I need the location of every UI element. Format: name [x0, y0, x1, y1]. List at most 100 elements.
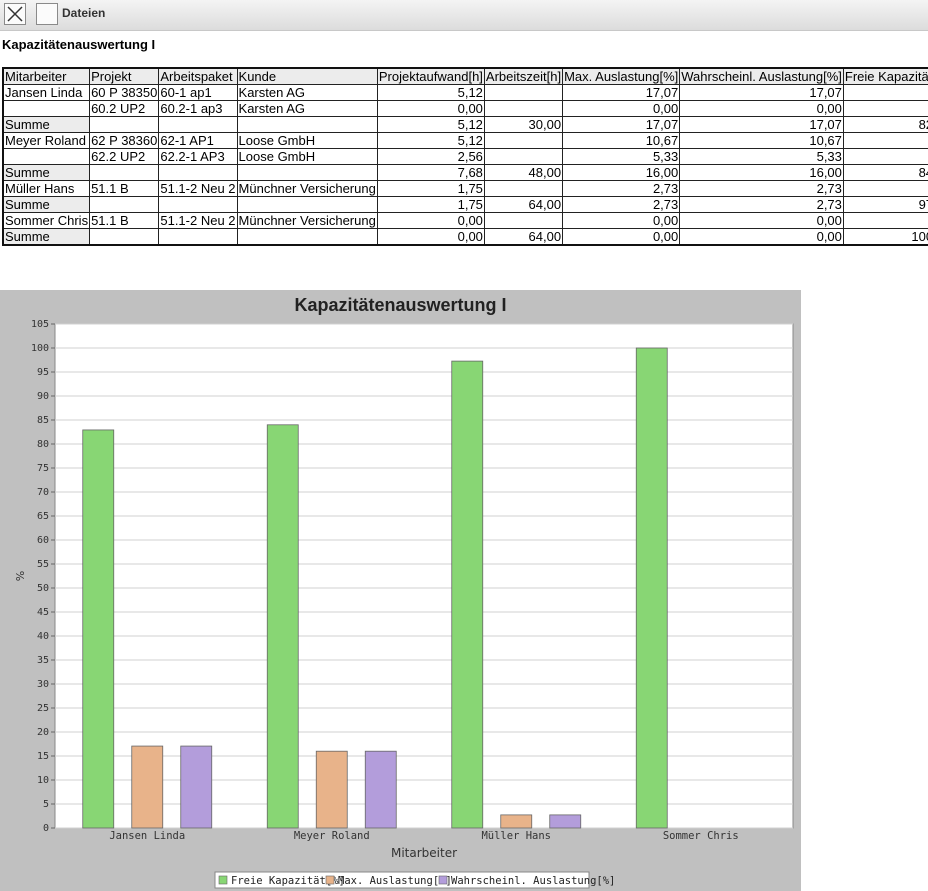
table-cell: 1,75: [376, 196, 485, 213]
table-cell: 2,56: [376, 148, 485, 165]
blank-button[interactable]: [36, 3, 58, 25]
table-cell: 64,00: [483, 228, 564, 246]
y-tick-label: 5: [43, 799, 49, 810]
bar: [82, 429, 115, 829]
table-cell: 16,00: [562, 164, 681, 181]
table-cell: [89, 228, 160, 246]
table-cell: [842, 132, 928, 149]
table-cell: 17,07: [679, 84, 844, 101]
table-cell: 0,00: [376, 212, 485, 229]
y-tick-label: 40: [37, 631, 49, 642]
legend-label: Wahrscheinl. Auslastung[%]: [451, 875, 615, 887]
table-cell: 51.1 B: [89, 180, 160, 197]
table-row: Müller Hans 51.1 B 51.1-2 Neu 2 Münchner Ve…: [2, 180, 928, 197]
legend-label: Freie Kapazität[%]: [231, 875, 345, 887]
table-cell: [236, 116, 378, 133]
y-tick-label: 15: [37, 751, 49, 762]
bar: [364, 750, 397, 829]
x-tick-label: Meyer Roland: [294, 830, 370, 842]
table-cell: 17,07: [562, 84, 681, 101]
table-cell: [89, 196, 160, 213]
table-cell: [483, 180, 564, 197]
y-tick-label: 75: [37, 463, 49, 474]
table-cell: 2,73: [679, 196, 844, 213]
table-cell: 10,67: [562, 132, 681, 149]
table-cell: Jansen Linda: [2, 84, 91, 101]
table-cell: 62-1 AP1: [158, 132, 238, 149]
table-cell: 51.1 B: [89, 212, 160, 229]
legend-swatch: [218, 875, 228, 885]
close-button[interactable]: [4, 3, 26, 25]
column-header: Arbeitszeit[h]: [483, 67, 564, 85]
x-tick-label: Müller Hans: [481, 830, 551, 842]
table-cell: Summe: [2, 164, 91, 181]
bar: [451, 360, 484, 829]
legend-swatch: [438, 875, 448, 885]
column-header: Max. Auslastung[%]: [562, 67, 681, 85]
table-cell: Münchner Versicherung: [236, 180, 378, 197]
table-cell: Müller Hans: [2, 180, 91, 197]
table-cell: 17,07: [679, 116, 844, 133]
column-header: Projekt: [89, 67, 160, 85]
y-tick-label: 95: [37, 367, 49, 378]
table-cell: Karsten AG: [236, 84, 378, 101]
table-cell: [483, 212, 564, 229]
table-cell: Sommer Chris: [2, 212, 91, 229]
column-header: Wahrscheinl. Auslastung[%]: [679, 67, 844, 85]
y-tick-label: 70: [37, 487, 49, 498]
column-header: Mitarbeiter: [2, 67, 91, 85]
table-cell: [158, 116, 238, 133]
table-cell: 5,33: [562, 148, 681, 165]
table-header-row: Mitarbeiter Projekt Arbeitspaket Kunde Proje…: [2, 67, 928, 85]
table-cell: [842, 180, 928, 197]
table-cell: [483, 132, 564, 149]
table-cell: 48,00: [483, 164, 564, 181]
table-row: Meyer Roland 62 P 38360 62-1 AP1 Loose GmbH…: [2, 132, 928, 149]
table-cell: 51.1-2 Neu 2: [158, 212, 238, 229]
column-header: Freie Kapazität[%]: [842, 67, 928, 85]
table-cell: 5,33: [679, 148, 844, 165]
table-cell: [483, 148, 564, 165]
files-menu-label[interactable]: Dateien: [62, 6, 106, 20]
bar: [131, 745, 164, 829]
table-cell: 62.2-1 AP3: [158, 148, 238, 165]
table-row: 62.2 UP2 62.2-1 AP3 Loose GmbH 2,56 5,33 5,33: [2, 148, 928, 165]
column-header: Arbeitspaket: [158, 67, 238, 85]
legend-box: [214, 871, 590, 889]
bar: [180, 745, 213, 829]
table-cell: Karsten AG: [236, 100, 378, 117]
table-cell: 0,00: [562, 100, 681, 117]
y-tick-label: 45: [37, 607, 49, 618]
table-cell: 30,00: [483, 116, 564, 133]
y-tick-label: 65: [37, 511, 49, 522]
table-cell: Loose GmbH: [236, 132, 378, 149]
table-cell: [2, 148, 91, 165]
report-title: Kapazitätenauswertung I: [2, 37, 156, 52]
table-cell: 60 P 38350: [89, 84, 160, 101]
x-tick-label: Sommer Chris: [663, 830, 739, 842]
y-tick-label: 25: [37, 703, 49, 714]
table-cell: [89, 116, 160, 133]
close-icon: [7, 6, 23, 22]
table-cell: 60-1 ap1: [158, 84, 238, 101]
table-cell: [2, 100, 91, 117]
y-tick-label: 105: [31, 319, 49, 330]
x-tick-label: Jansen Linda: [109, 830, 185, 842]
table-cell: Münchner Versicherung: [236, 212, 378, 229]
legend-label: Max. Auslastung[%]: [338, 875, 452, 887]
y-tick-label: 55: [37, 559, 49, 570]
table-cell: Summe: [2, 228, 91, 246]
y-axis-label: %: [14, 571, 27, 581]
table-cell: Summe: [2, 196, 91, 213]
table-cell: Loose GmbH: [236, 148, 378, 165]
table-cell: [842, 84, 928, 101]
table-cell: 0,00: [679, 100, 844, 117]
bar: [635, 347, 668, 829]
x-axis-label: Mitarbeiter: [391, 846, 457, 860]
plot-area: [54, 323, 794, 829]
table-cell: 16,00: [679, 164, 844, 181]
